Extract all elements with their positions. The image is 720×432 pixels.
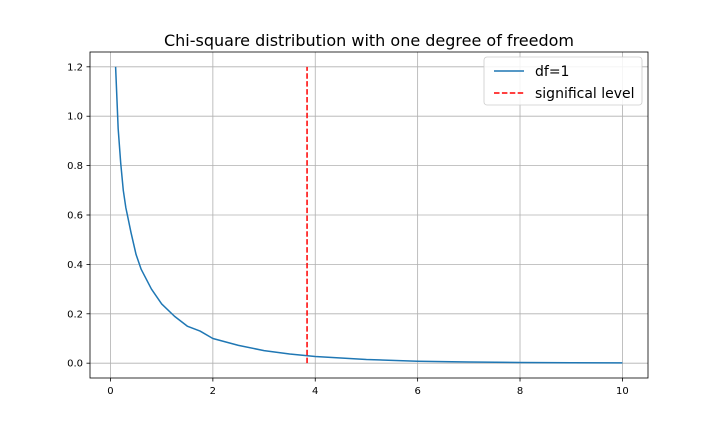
axis-ticks: 0 2 4 6 8 10 0.0 0.2 0.4 0.6 0.8 1.0 1.2 bbox=[67, 62, 629, 397]
legend-label: df=1 bbox=[535, 64, 569, 80]
plot-area bbox=[114, 66, 623, 364]
chart-title: Chi-square distribution with one degree … bbox=[164, 31, 574, 50]
legend-box bbox=[483, 56, 643, 106]
legend: df=1 significal level bbox=[483, 56, 643, 106]
y-tick-label: 1.0 bbox=[67, 112, 83, 123]
x-tick-label: 10 bbox=[616, 386, 629, 397]
x-tick-label: 2 bbox=[210, 386, 216, 397]
x-tick-label: 0 bbox=[107, 386, 113, 397]
x-tick-label: 6 bbox=[414, 386, 420, 397]
y-tick-label: 0.6 bbox=[67, 211, 83, 222]
legend-label: significal level bbox=[535, 86, 635, 102]
y-tick-label: 1.2 bbox=[67, 62, 83, 73]
df1-density-line bbox=[114, 66, 623, 364]
y-tick-label: 0.8 bbox=[67, 161, 83, 172]
y-tick-label: 0.0 bbox=[67, 359, 83, 370]
x-tick-label: 4 bbox=[312, 386, 318, 397]
x-tick-label: 8 bbox=[517, 386, 523, 397]
y-tick-label: 0.4 bbox=[67, 260, 83, 271]
y-tick-label: 0.2 bbox=[67, 309, 83, 320]
